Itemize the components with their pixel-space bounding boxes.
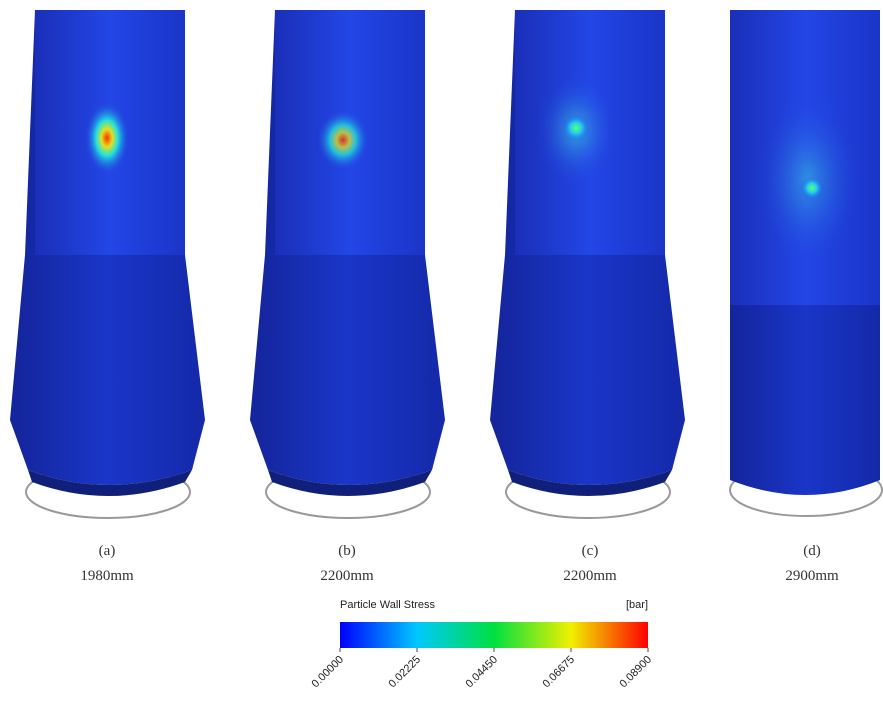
panel-letter: (b) (338, 543, 356, 559)
colorbar-tick-label: 0.08900 (618, 654, 655, 691)
panel-caption: 2200mm (563, 568, 617, 584)
panel-d (730, 10, 882, 516)
colorbar: Particle Wall Stress [bar] 0.00000 0.0222… (310, 599, 655, 690)
colorbar-tick-label: 0.06675 (541, 654, 578, 691)
panel-caption: 2900mm (785, 568, 839, 584)
panel-c (490, 10, 685, 518)
panel-a (10, 10, 205, 518)
colorbar-title: Particle Wall Stress (340, 599, 435, 611)
colorbar-tick-label: 0.00000 (310, 654, 347, 691)
colorbar-tick-label: 0.04450 (464, 654, 501, 691)
panel-caption: 2200mm (320, 568, 374, 584)
captions: (a) 1980mm (b) 2200mm (c) 2200mm (d) 2900mm (80, 543, 839, 584)
panel-letter: (d) (803, 543, 821, 559)
colorbar-unit: [bar] (626, 599, 648, 611)
figure: (a) 1980mm (b) 2200mm (c) 2200mm (d) 2900mm Par… (0, 0, 883, 701)
panel-letter: (c) (582, 543, 599, 559)
colorbar-tick-label: 0.02225 (387, 654, 424, 691)
colorbar-gradient (340, 622, 648, 648)
panel-caption: 1980mm (80, 568, 134, 584)
panel-b (250, 10, 445, 518)
panel-letter: (a) (99, 543, 116, 559)
